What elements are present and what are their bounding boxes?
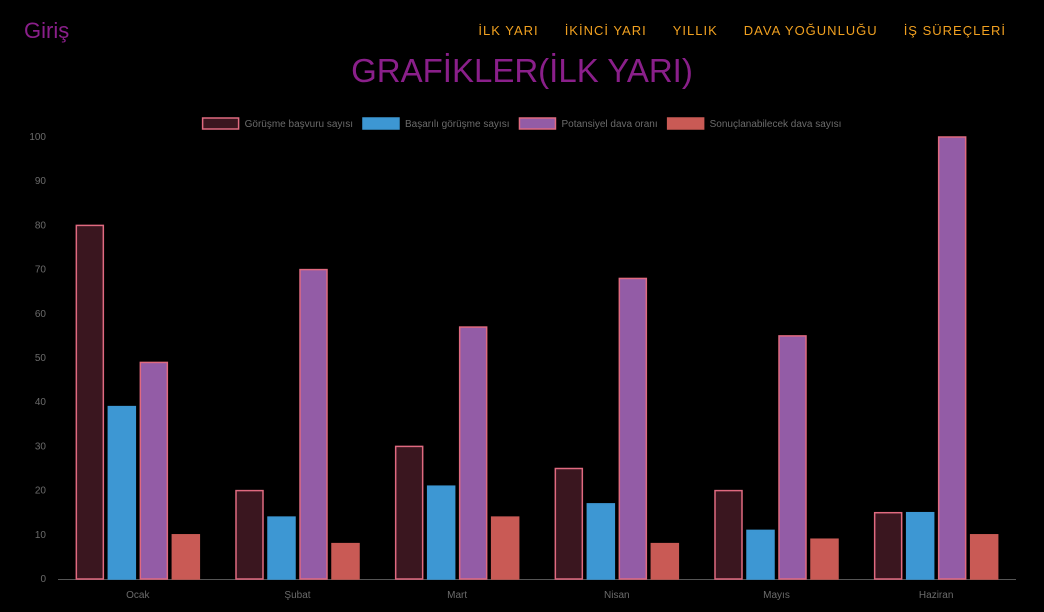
y-axis: 0 10 20 30 40 50 60 70 80 90 100 [29,132,1016,585]
nav-is-surecleri[interactable]: İŞ SÜREÇLERİ [903,23,1006,38]
bar[interactable] [810,538,839,580]
nav-yillik[interactable]: YILLIK [672,23,718,38]
y-tick-label: 20 [35,486,47,497]
legend-label: Başarılı görüşme sayısı [405,119,509,130]
y-tick-label: 60 [35,309,47,320]
legend-label: Görüşme başvuru sayısı [245,119,353,130]
bar[interactable] [426,485,456,580]
bar[interactable] [586,503,616,580]
bar[interactable] [394,445,424,580]
x-tick-label: Haziran [919,590,953,601]
page-title: GRAFİKLER(İLK YARI) [351,52,693,89]
legend-swatch [518,117,557,130]
y-tick-label: 0 [40,574,46,585]
bar[interactable] [171,534,201,580]
legend-item[interactable]: Sonuçlanabilecek dava sayısı [666,117,842,130]
bar[interactable] [139,361,169,580]
bar[interactable] [650,542,680,580]
bar[interactable] [299,268,328,580]
bar[interactable] [75,224,105,580]
legend-item[interactable]: Başarılı görüşme sayısı [362,117,509,130]
legend-swatch [362,117,400,130]
x-tick-label: Mayıs [763,590,790,601]
chart-bars [75,136,999,580]
bar[interactable] [458,326,488,580]
legend-swatch [666,117,705,130]
bar[interactable] [969,534,999,580]
bar[interactable] [107,405,137,580]
top-nav: İLK YARI İKİNCİ YARI YILLIK DAVA YOĞUNLU… [478,23,1006,38]
brand-link[interactable]: Giriş [24,18,70,43]
bar[interactable] [490,516,520,580]
y-tick-label: 40 [35,397,47,408]
bar[interactable] [937,136,967,580]
bar[interactable] [235,489,264,580]
y-tick-label: 90 [35,176,47,187]
bar[interactable] [331,542,360,580]
nav-ikinci-yari[interactable]: İKİNCİ YARI [564,23,647,38]
legend-item[interactable]: Görüşme başvuru sayısı [201,117,353,130]
bar[interactable] [905,511,935,580]
legend-label: Potansiyel dava oranı [561,119,657,130]
y-tick-label: 30 [35,441,47,452]
x-tick-label: Şubat [284,590,310,601]
nav-dava-yogunlugu[interactable]: DAVA YOĞUNLUĞU [743,23,878,38]
x-tick-label: Ocak [126,590,150,601]
x-axis: Ocak Şubat Mart Nisan Mayıs Haziran [126,590,953,601]
y-tick-label: 10 [35,530,47,541]
bar[interactable] [618,277,648,580]
y-tick-label: 50 [35,353,47,364]
y-tick-label: 100 [29,132,46,143]
legend-label: Sonuçlanabilecek dava sayısı [710,119,842,130]
chart-legend[interactable]: Görüşme başvuru sayısı Başarılı görüşme s… [201,117,842,130]
bar[interactable] [554,467,584,580]
bar[interactable] [267,516,296,580]
x-tick-label: Nisan [604,590,630,601]
y-tick-label: 80 [35,220,47,231]
x-tick-label: Mart [447,590,467,601]
nav-ilk-yari[interactable]: İLK YARI [478,23,539,38]
bar[interactable] [714,489,743,580]
bar[interactable] [778,335,807,580]
bar[interactable] [873,511,903,580]
legend-item[interactable]: Potansiyel dava oranı [518,117,658,130]
bar[interactable] [746,529,775,580]
legend-swatch [201,117,240,130]
y-tick-label: 70 [35,265,47,276]
